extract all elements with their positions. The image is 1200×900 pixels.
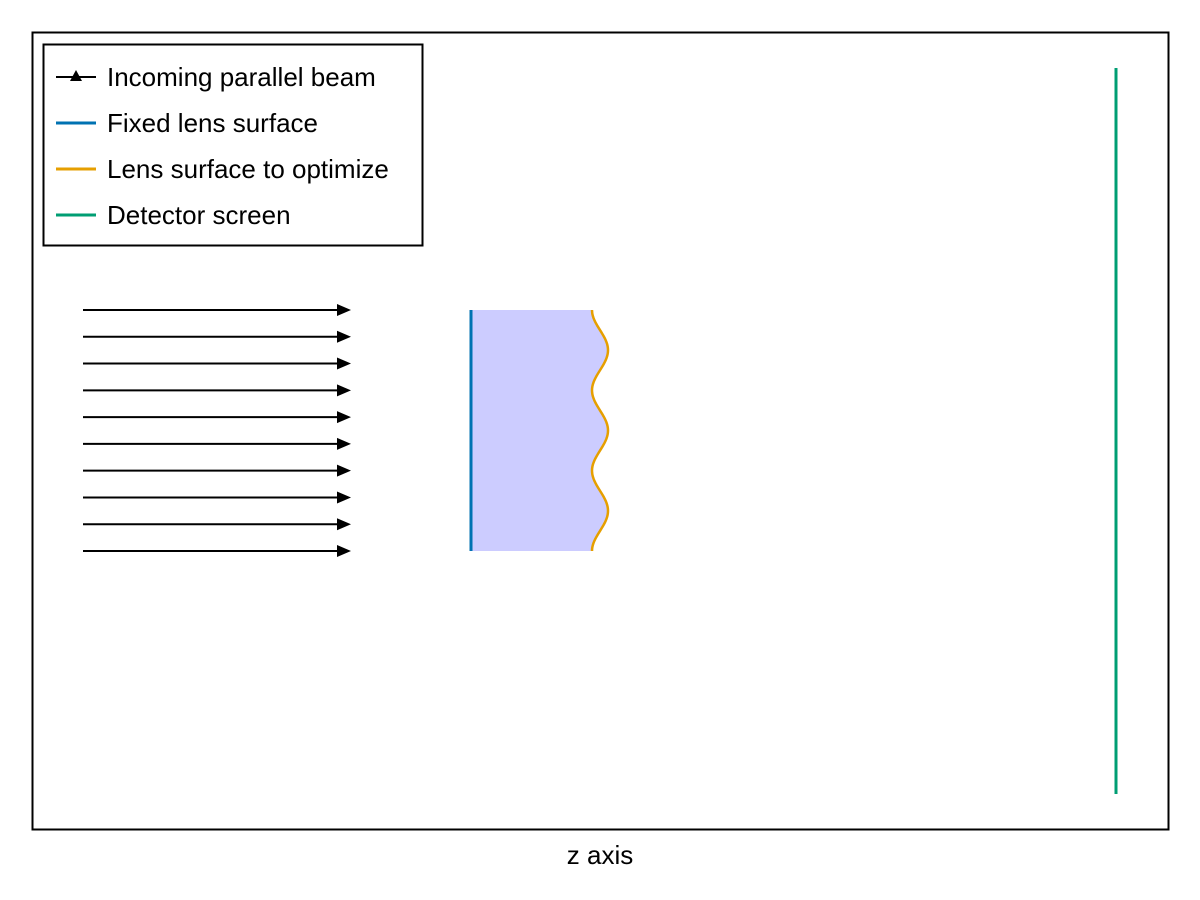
legend-symbol-beam-marker (70, 70, 82, 81)
lens-body (471, 310, 608, 551)
legend-label-fixed-surface: Fixed lens surface (107, 108, 318, 138)
legend-label-detector: Detector screen (107, 200, 291, 230)
lens-surface-to-optimize (590, 309, 610, 552)
legend-label-optimize-surface: Lens surface to optimize (107, 154, 389, 184)
legend: Incoming parallel beam Fixed lens surfac… (42, 43, 424, 247)
beam-arrowhead (337, 491, 351, 504)
x-axis-label: z axis (567, 840, 633, 870)
beam-arrowhead (337, 518, 351, 531)
beam-arrowhead (337, 330, 351, 343)
beam-arrowhead (337, 437, 351, 450)
incoming-beam-rays (83, 304, 351, 557)
beam-arrowhead (337, 545, 351, 557)
beam-arrowhead (337, 357, 351, 370)
beam-arrowhead (337, 464, 351, 477)
beam-arrowhead (337, 384, 351, 397)
legend-label-incoming-beam: Incoming parallel beam (107, 62, 376, 92)
legend-symbol-beam-arrow (56, 70, 96, 81)
beam-arrowhead (337, 411, 351, 424)
legend-box (42, 43, 424, 247)
plot-frame (31, 31, 1170, 831)
beam-arrowhead (337, 304, 351, 316)
